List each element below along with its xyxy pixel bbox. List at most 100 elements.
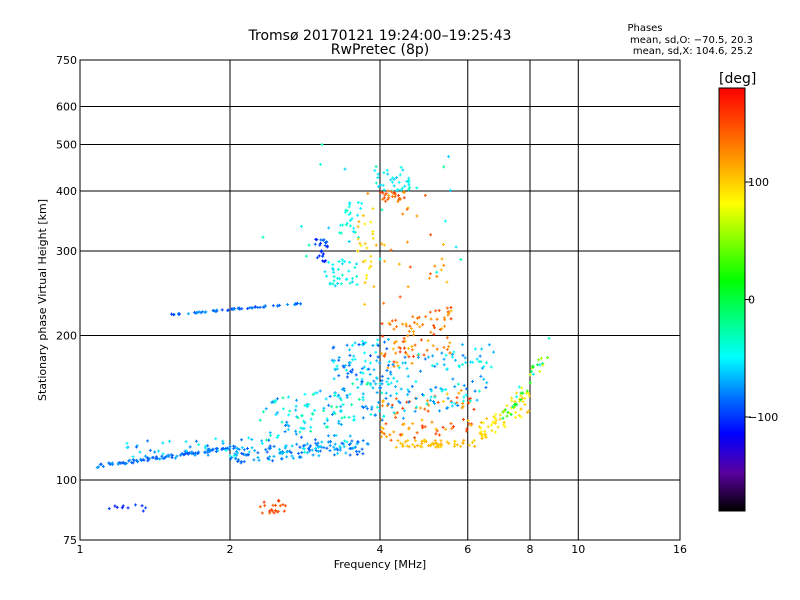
- data-point-lowtrace: [107, 461, 111, 465]
- data-point-f2-blue: [439, 387, 443, 391]
- data-point-x-trace-mid: [390, 319, 394, 323]
- data-point-e-region-dense: [250, 437, 254, 441]
- data-point-e-region-dense: [308, 444, 312, 448]
- data-point-x-trace-mid: [391, 347, 395, 351]
- data-point-e-region-dense: [314, 449, 318, 453]
- data-point-yellow-right: [493, 421, 497, 425]
- data-point-right-edge: [545, 356, 549, 360]
- data-point-cusp-cyan: [336, 267, 340, 271]
- data-point-upper-trace: [170, 312, 174, 316]
- data-point-x-trace-mid: [406, 334, 410, 338]
- data-point-x-trace-mid: [428, 310, 432, 314]
- data-point-upper-trace: [232, 307, 236, 311]
- data-point-lowtrace2: [360, 447, 364, 451]
- data-point-es-orange: [277, 498, 281, 502]
- data-point-lowtrace2: [328, 449, 332, 453]
- data-point-cusp-top: [345, 221, 349, 225]
- data-point-orange-scatter: [366, 192, 370, 196]
- data-point-f2-blue: [403, 355, 407, 359]
- data-point-f2-blue: [461, 353, 465, 357]
- data-point-x-trace-mid: [410, 361, 414, 365]
- data-point-es-blue: [113, 504, 117, 508]
- data-point-f1-high: [337, 356, 341, 360]
- data-point-lowtrace2: [242, 460, 246, 464]
- data-point-f2-blue: [464, 393, 468, 397]
- data-point-f1-low: [286, 395, 290, 399]
- data-point-x-trace-low: [455, 396, 459, 400]
- data-point-es-orange: [270, 509, 274, 513]
- data-point-lowtrace: [186, 452, 190, 456]
- data-point-e-region-dense: [161, 452, 165, 456]
- data-point-x-trace-base: [403, 440, 407, 444]
- data-point-lowtrace2: [316, 441, 320, 445]
- data-point-x-trace-mid: [445, 348, 449, 352]
- data-point-orange-scatter: [429, 233, 433, 237]
- data-point-f2-blue: [487, 343, 491, 347]
- data-point-cusp-cyan: [353, 266, 357, 270]
- data-point-lowtrace2: [298, 455, 302, 459]
- data-point-cusp-top: [344, 223, 348, 227]
- data-point-x-trace-low: [459, 388, 463, 392]
- data-point-f1-high: [369, 383, 373, 387]
- data-point-lowtrace2: [328, 444, 332, 448]
- data-point-f1-high: [330, 358, 334, 362]
- data-point-x-trace-low: [381, 427, 385, 431]
- data-point-f2-blue: [480, 347, 484, 351]
- data-point-f1-high: [348, 361, 352, 365]
- data-point-x-trace-base: [415, 444, 419, 448]
- data-point-x-trace-mid: [406, 346, 410, 350]
- data-point-f1-low: [281, 396, 285, 400]
- data-point-x-trace-base: [427, 444, 431, 448]
- data-point-f2-blue: [434, 385, 438, 389]
- data-point-lowtrace2: [350, 439, 354, 443]
- data-point-ye-spots: [363, 259, 367, 263]
- data-point-yellow-right: [490, 429, 494, 433]
- data-point-top-blue: [381, 183, 385, 187]
- data-point-f1-low: [318, 389, 322, 393]
- data-point-right-edge: [515, 395, 519, 399]
- data-point-right-edge: [512, 405, 516, 409]
- data-point-f1-low: [374, 376, 378, 380]
- data-point-x-trace-base: [459, 444, 463, 448]
- data-point-cusp-top: [339, 223, 343, 227]
- data-point-orange-scatter: [427, 276, 431, 280]
- data-point-ye-spots: [372, 285, 376, 289]
- data-point-x-trace-base: [413, 445, 417, 449]
- data-point-ye-spots: [361, 214, 365, 218]
- data-point-yellow-right: [485, 417, 489, 421]
- data-point-orange-scatter: [440, 257, 444, 261]
- data-point-x-trace-low: [402, 422, 406, 426]
- data-point-x-trace-low: [450, 426, 454, 430]
- data-point-ye-spots: [359, 244, 363, 248]
- data-point-cusp-cyan: [327, 260, 331, 264]
- data-point-f2-blue: [460, 343, 464, 347]
- data-point-top-blue: [401, 168, 405, 172]
- data-point-yellow-right: [498, 413, 502, 417]
- data-point-x-trace-mid: [442, 345, 446, 349]
- data-point-upper-trace: [286, 302, 290, 306]
- data-point-f2-blue: [453, 385, 457, 389]
- data-point-f2-blue: [386, 402, 390, 406]
- data-point-sparse-upper: [395, 176, 399, 180]
- data-point-f1-low: [305, 405, 309, 409]
- data-point-f1-low: [361, 398, 365, 402]
- data-point-f1-high: [362, 342, 366, 346]
- data-point-e-region-dense: [184, 440, 188, 444]
- data-point-x-trace-mid: [448, 351, 452, 355]
- data-point-cusp-blue: [318, 243, 322, 247]
- data-point-x-trace-mid: [401, 340, 405, 344]
- data-point-upper-trace: [250, 306, 254, 310]
- data-point-f2-blue: [410, 384, 414, 388]
- data-point-lowtrace: [98, 462, 102, 466]
- data-point-x-trace-low: [461, 401, 465, 405]
- data-point-cusp-cyan: [343, 260, 347, 264]
- data-point-e-region-dense: [277, 447, 281, 451]
- data-point-f1-low: [302, 419, 306, 423]
- data-point-lowtrace: [171, 453, 175, 457]
- data-point-x-trace-mid: [412, 321, 416, 325]
- data-point-x-trace-mid: [402, 336, 406, 340]
- data-point-e-region-dense: [345, 440, 349, 444]
- data-point-sparse-upper: [449, 188, 453, 192]
- data-point-f2-blue: [462, 384, 466, 388]
